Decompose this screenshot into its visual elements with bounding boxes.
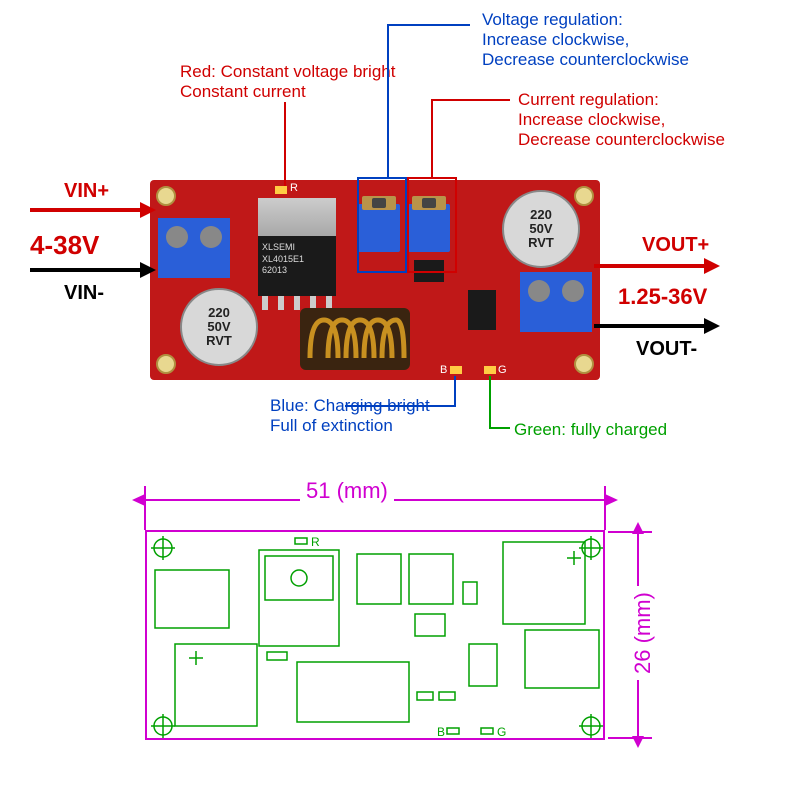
mounting-hole-tr xyxy=(574,186,594,206)
current-potentiometer[interactable] xyxy=(408,204,450,252)
mounting-hole-bl xyxy=(156,354,176,374)
dimension-width-label: 51 (mm) xyxy=(300,478,394,504)
vout-plus-label: VOUT+ xyxy=(642,234,709,257)
capacitor-input-line1: 220 xyxy=(208,306,230,320)
svg-text:G: G xyxy=(497,725,506,739)
capacitor-output-line3: RVT xyxy=(528,236,554,250)
voltage-potentiometer[interactable] xyxy=(358,204,400,252)
capacitor-input-line2: 50V xyxy=(207,320,230,334)
annotation-red-led-line1: Red: Constant voltage bright xyxy=(180,62,395,82)
capacitor-input: 220 50V RVT xyxy=(180,288,258,366)
inductor-coil xyxy=(300,308,410,370)
input-terminal xyxy=(158,218,230,278)
pcb-outline: R B G xyxy=(145,530,605,740)
annotation-green-led: Green: fully charged xyxy=(514,420,667,440)
small-chip-2 xyxy=(468,290,496,330)
led-red-label: R xyxy=(290,182,298,194)
led-green-label: G xyxy=(498,364,507,376)
dimension-height-label: 26 (mm) xyxy=(630,586,656,680)
vin-minus-label: VIN- xyxy=(64,282,104,305)
chip-line2: XL4015E1 xyxy=(262,254,332,266)
vout-plus-arrow xyxy=(594,256,722,276)
annotation-current-reg-line1: Current regulation: xyxy=(518,90,659,110)
annotation-blue-led-line2: Full of extinction xyxy=(270,416,393,436)
vin-plus-arrow xyxy=(30,200,158,220)
mounting-hole-br xyxy=(574,354,594,374)
annotation-voltage-reg-line2: Increase clockwise, xyxy=(482,30,629,50)
capacitor-output-line1: 220 xyxy=(530,208,552,222)
led-green xyxy=(484,366,496,374)
annotation-blue-led-line1: Blue: Charging bright xyxy=(270,396,430,416)
regulator-chip: XLSEMI XL4015E1 62013 xyxy=(258,236,336,296)
chip-line1: XLSEMI xyxy=(262,242,332,254)
vout-minus-arrow xyxy=(594,316,722,336)
led-red xyxy=(275,186,287,194)
chip-line3: 62013 xyxy=(262,265,332,277)
pcb-board: 220 50V RVT 220 50V RVT XLSEMI XL4015E1 … xyxy=(150,180,600,380)
vin-range-label: 4-38V xyxy=(30,230,99,261)
capacitor-output-line2: 50V xyxy=(529,222,552,236)
mounting-hole-tl xyxy=(156,186,176,206)
annotation-voltage-reg-line3: Decrease counterclockwise xyxy=(482,50,689,70)
output-terminal xyxy=(520,272,592,332)
led-blue xyxy=(450,366,462,374)
svg-text:R: R xyxy=(311,535,320,549)
annotation-current-reg-line3: Decrease counterclockwise xyxy=(518,130,725,150)
annotation-red-led-line2: Constant current xyxy=(180,82,306,102)
small-chip-1 xyxy=(414,260,444,282)
led-blue-label: B xyxy=(440,364,447,376)
capacitor-output: 220 50V RVT xyxy=(502,190,580,268)
annotation-voltage-reg-line1: Voltage regulation: xyxy=(482,10,623,30)
svg-text:B: B xyxy=(437,725,445,739)
capacitor-input-line3: RVT xyxy=(206,334,232,348)
vout-range-label: 1.25-36V xyxy=(618,284,707,310)
vin-minus-arrow xyxy=(30,260,158,280)
annotation-current-reg-line2: Increase clockwise, xyxy=(518,110,665,130)
vout-minus-label: VOUT- xyxy=(636,338,697,361)
